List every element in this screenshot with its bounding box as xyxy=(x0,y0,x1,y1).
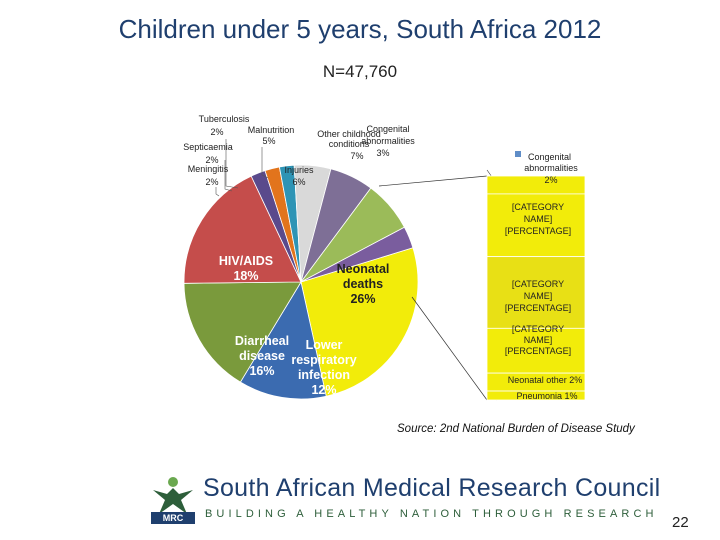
bar-label-category-2: [CATEGORY NAME] [PERCENTAGE] xyxy=(505,279,571,313)
label-congenital-abnormalities: Congenital abnormalities xyxy=(361,124,415,146)
connector-bottom xyxy=(411,296,488,401)
logo-text: MRC xyxy=(163,513,184,523)
slide-title: Children under 5 years, South Africa 201… xyxy=(118,14,602,44)
label-septicaemia-pct: 2% xyxy=(205,155,218,165)
bar-segment-6 xyxy=(486,390,586,401)
bar-label-congenital: Congenital xyxy=(528,152,571,162)
stacked-bar-group xyxy=(486,175,586,401)
org-name: South African Medical Research Council xyxy=(203,474,661,502)
slide-number: 22 xyxy=(672,514,689,531)
pie-group xyxy=(183,164,419,400)
legend-marker-icon xyxy=(515,151,521,157)
mrc-logo: MRC xyxy=(147,470,199,524)
label-injuries-pct: 6% xyxy=(292,177,305,187)
label-septicaemia: Septicaemia xyxy=(183,142,233,152)
label-malnutrition: Malnutrition xyxy=(248,125,295,135)
pie-leader-line xyxy=(225,139,239,189)
label-other-childhood-conditions-pct: 7% xyxy=(350,151,363,161)
slide-subtitle: N=47,760 xyxy=(322,62,398,81)
bar-label-congenital-2: abnormalities xyxy=(524,163,578,173)
pie-slice-diarrheal-disease xyxy=(183,281,302,383)
label-lower-respiratory-infection: Lower respiratory infection 12% xyxy=(291,338,356,397)
label-malnutrition-pct: 5% xyxy=(262,136,275,146)
label-group: Neonatal deaths 26% Lower respiratory infecti… xyxy=(183,114,582,401)
label-diarrheal-disease: Diarrheal disease 16% xyxy=(235,334,289,378)
bar-label-congenital-pct: 2% xyxy=(544,175,557,185)
bar-segment-3 xyxy=(486,256,586,329)
bar-segment-4 xyxy=(486,327,586,374)
label-tuberculosis-pct: 2% xyxy=(210,127,223,137)
bar-label-neonatal-other: Neonatal other 2% xyxy=(508,375,583,385)
label-other-childhood-conditions: Other childhood conditions xyxy=(317,129,381,149)
pie-slice-hiv-aids xyxy=(183,175,302,284)
connector-top xyxy=(378,175,488,187)
pie-slice-neonatal-deaths xyxy=(300,247,419,397)
org-tagline: BUILDING A HEALTHY NATION THROUGH RESEAR… xyxy=(205,508,658,520)
label-congenital-abnormalities-pct: 3% xyxy=(376,148,389,158)
bar-label-category-1: [CATEGORY NAME] [PERCENTAGE] xyxy=(505,202,571,236)
bar-segment-1 xyxy=(486,175,586,195)
bar-label-category-3: [CATEGORY NAME] [PERCENTAGE] xyxy=(505,324,571,356)
pie-leader-line xyxy=(261,147,269,179)
label-hiv-aids: HIV/AIDS 18% xyxy=(219,254,273,283)
pie-leader-line xyxy=(215,187,220,197)
label-injuries: Injuries xyxy=(284,165,314,175)
label-tuberculosis: Tuberculosis xyxy=(199,114,250,124)
pie-slice-congenital-abnormalities xyxy=(300,226,414,283)
source-note: Source: 2nd National Burden of Disease S… xyxy=(397,423,635,435)
label-meningitis-pct: 2% xyxy=(205,177,218,187)
pie-leader-line xyxy=(224,160,233,192)
pie-slice-lower-respiratory-infection xyxy=(239,280,327,400)
label-meningitis: Meningitis xyxy=(188,164,229,174)
label-neonatal-deaths: Neonatal deaths 26% xyxy=(337,262,390,306)
bar-label-pneumonia: Pneumonia 1% xyxy=(516,391,577,401)
